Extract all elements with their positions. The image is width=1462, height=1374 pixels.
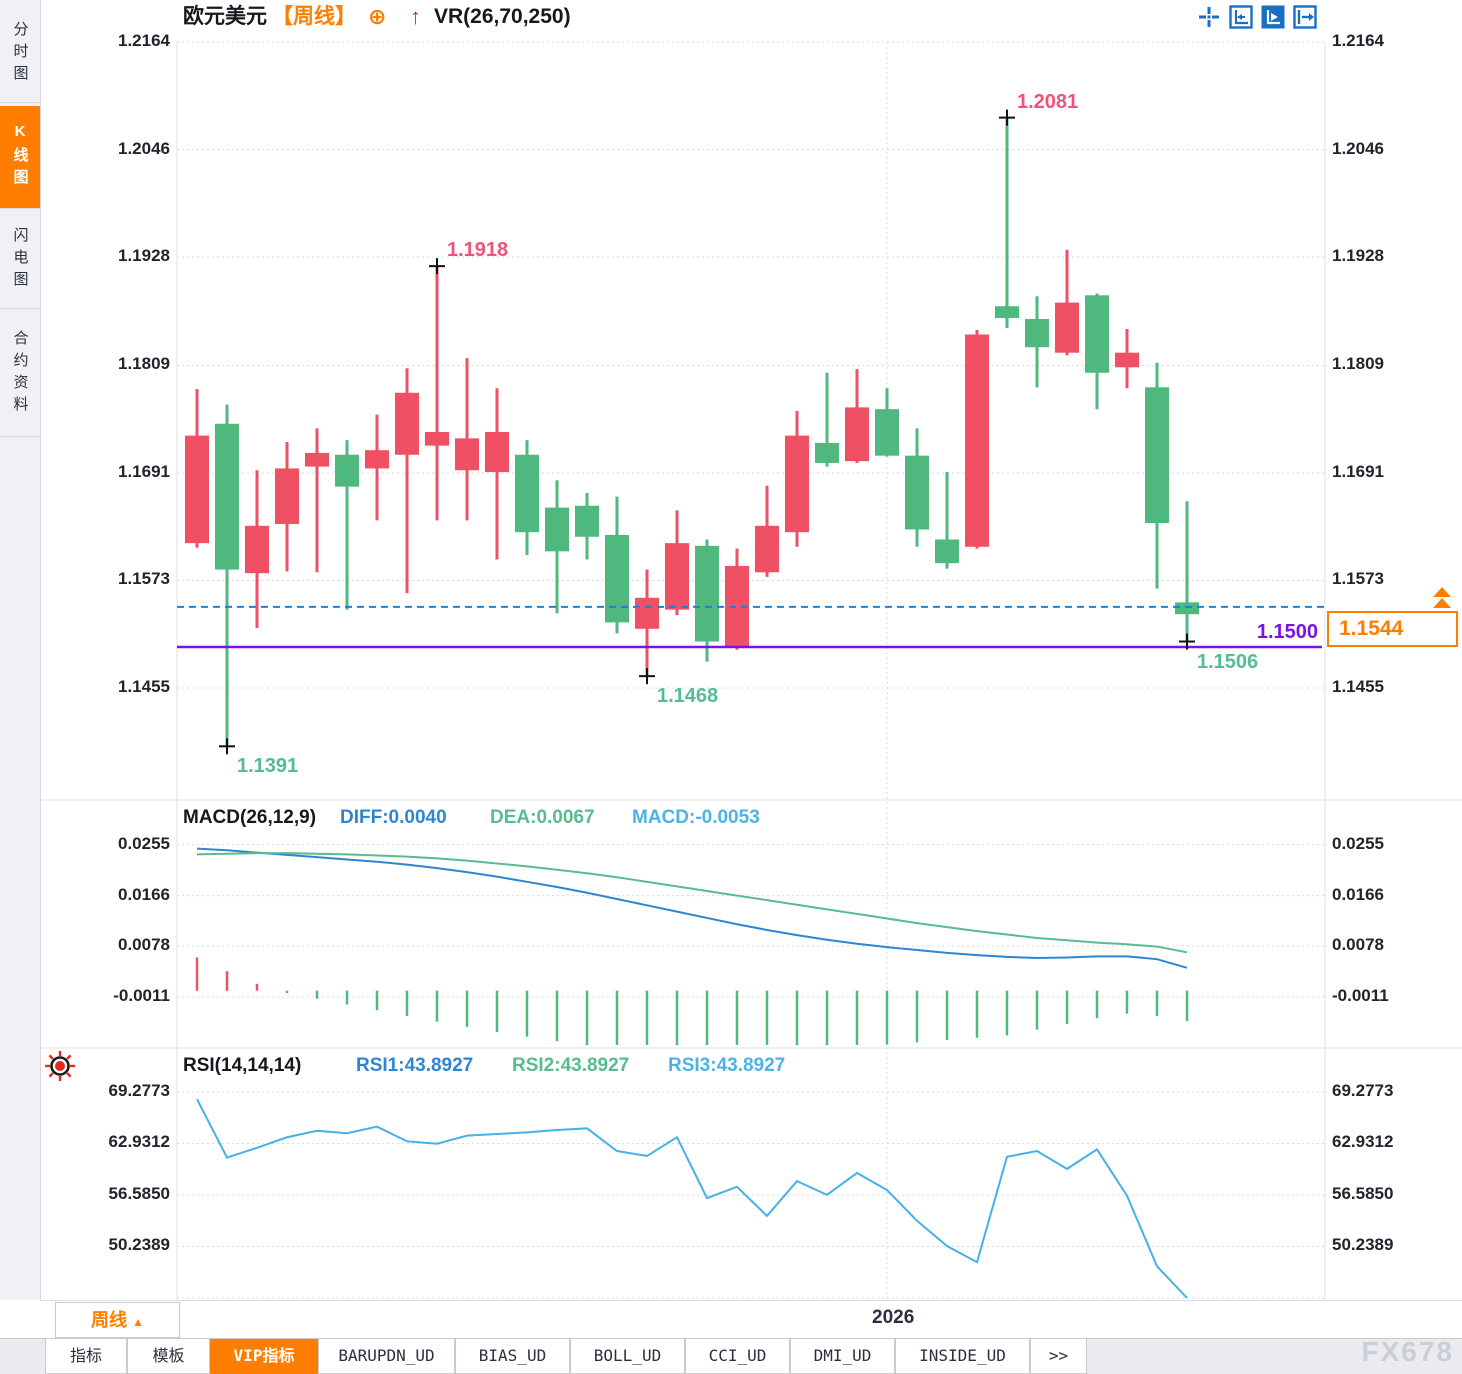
indicator-tab-bar: 指标 模板 VIP指标 BARUPDN_UD BIAS_UD BOLL_UD CCI_UD D… [0, 1338, 1462, 1374]
sidebar-tab-2[interactable]: K线图 [0, 106, 40, 209]
indicator-tab-10[interactable]: >> [1030, 1339, 1087, 1374]
macd-title: MACD(26,12,9) [183, 807, 317, 828]
macd-dea-value: DEA:0.0067 [490, 807, 595, 828]
sidebar-tab-4[interactable]: 合约资料 [0, 312, 40, 437]
axis-pan-icon[interactable] [1229, 5, 1253, 29]
rsi1-value: RSI1:43.8927 [356, 1055, 474, 1076]
indicator-tab-8[interactable]: DMI_UD [790, 1339, 895, 1374]
year-label: 2026 [872, 1307, 915, 1328]
overlay-indicator-label: VR(26,70,250) [434, 5, 571, 28]
last-price-box: 1.1544 [1327, 610, 1458, 647]
price-up-arrow-icon [1433, 586, 1451, 597]
hot-marker-icon [42, 1048, 78, 1089]
crosshair-icon[interactable] [1197, 5, 1221, 29]
rsi2-value: RSI2:43.8927 [512, 1055, 630, 1076]
sidebar: 分时图 K线图 闪电图 合约资料 [0, 0, 41, 1300]
add-indicator-icon[interactable]: ⊕ [368, 4, 387, 29]
indicator-tab-5[interactable]: BIAS_UD [455, 1339, 570, 1374]
macd-diff-value: DIFF:0.0040 [340, 807, 447, 828]
rsi3-value: RSI3:43.8927 [668, 1055, 786, 1076]
last-price-value: 1.1544 [1339, 616, 1404, 640]
watermark: FX678 [1361, 1336, 1454, 1367]
indicator-tab-9[interactable]: INSIDE_UD [895, 1339, 1030, 1374]
timeframe-tag: 【周线】 [272, 5, 356, 28]
indicator-tab-7[interactable]: CCI_UD [685, 1339, 790, 1374]
up-arrow-icon: ↑ [410, 4, 421, 29]
price-up-arrow-icon [1433, 597, 1451, 608]
rsi-title: RSI(14,14,14) [183, 1055, 302, 1076]
indicator-tab-2[interactable]: 模板 [127, 1339, 210, 1374]
indicator-tab-3[interactable]: VIP指标 [210, 1339, 318, 1374]
indicator-tab-1[interactable]: 指标 [45, 1339, 127, 1374]
dropdown-arrow-icon: ▲ [132, 1315, 144, 1329]
timeframe-dropdown[interactable]: 周线 ▲ [55, 1302, 180, 1338]
axis-play-icon[interactable] [1261, 5, 1285, 29]
macd-value: MACD:-0.0053 [632, 807, 760, 828]
sidebar-tab-1[interactable]: 分时图 [0, 6, 40, 103]
exit-right-icon[interactable] [1293, 5, 1317, 29]
timeframe-label: 周线 [91, 1310, 128, 1330]
symbol-title: 欧元美元 [183, 5, 267, 28]
indicator-tab-6[interactable]: BOLL_UD [570, 1339, 685, 1374]
x-axis-strip: 周线 ▲ 2026 [40, 1300, 1462, 1339]
indicator-tab-4[interactable]: BARUPDN_UD [318, 1339, 455, 1374]
sidebar-tab-3[interactable]: 闪电图 [0, 212, 40, 309]
